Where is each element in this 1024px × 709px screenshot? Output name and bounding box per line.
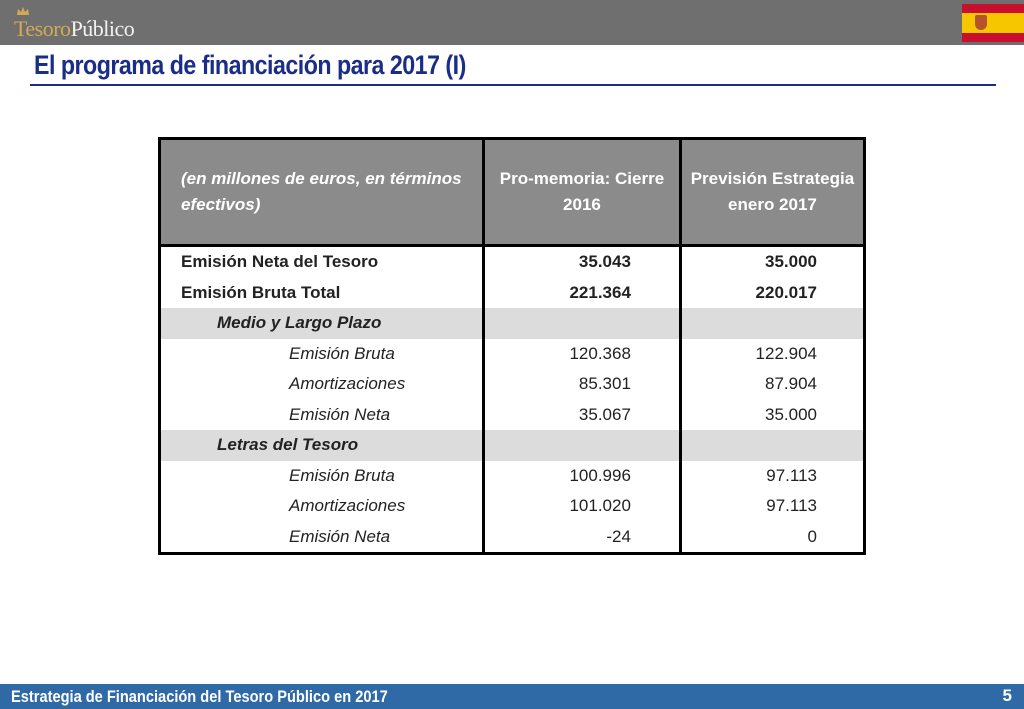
row-value-2017: 220.017 — [755, 282, 817, 302]
footer-bar: Estrategia de Financiación del Tesoro Pú… — [0, 684, 1024, 709]
slide-title: El programa de financiación para 2017 (I… — [34, 50, 466, 80]
table-row: Emisión Bruta 100.996 97.113 — [159, 460, 865, 491]
row-value-2017 — [680, 430, 865, 461]
table-header-row: (en millones de euros, en términos efect… — [159, 138, 865, 247]
table-row: Amortizaciones 85.301 87.904 — [159, 369, 865, 400]
row-value-2017: 0 — [807, 526, 817, 546]
header-prevision-2017: Previsión Estrategia enero 2017 — [680, 138, 865, 247]
row-value-2017: 122.904 — [755, 343, 817, 363]
row-value-2017: 97.113 — [766, 465, 817, 485]
section-label: Letras del Tesoro — [159, 430, 486, 461]
top-bar: Tesoro Público — [0, 0, 1024, 45]
row-label: Amortizaciones — [159, 491, 486, 522]
table-row: Emisión Bruta Total 221.364 220.017 — [159, 277, 865, 308]
row-label: Amortizaciones — [159, 369, 486, 400]
table-row-section: Medio y Largo Plazo — [159, 308, 865, 339]
row-label: Emisión Neta del Tesoro — [159, 245, 486, 278]
table-row: Amortizaciones 101.020 97.113 — [159, 491, 865, 522]
table-row-section: Letras del Tesoro — [159, 430, 865, 461]
row-value-2017: 97.113 — [766, 496, 817, 516]
row-label: Emisión Neta — [159, 399, 486, 430]
row-value-2016: -24 — [483, 521, 682, 554]
row-value-2016: 120.368 — [483, 338, 682, 369]
title-divider — [30, 84, 996, 86]
row-value-2016: 101.020 — [483, 491, 682, 522]
row-value-2016 — [483, 308, 682, 339]
footer-title: Estrategia de Financiación del Tesoro Pú… — [11, 687, 388, 706]
logo-text-publico: Público — [70, 16, 135, 41]
row-label: Emisión Bruta — [159, 338, 486, 369]
row-value-2016 — [483, 430, 682, 461]
row-value-2016: 35.067 — [483, 399, 682, 430]
table-row: Emisión Neta del Tesoro 35.043 35.000 — [159, 245, 865, 278]
row-value-2016: 100.996 — [483, 460, 682, 491]
row-value-2017: 35.000 — [765, 252, 817, 272]
row-value-2016: 85.301 — [483, 369, 682, 400]
header-cierre-2016: Pro-memoria: Cierre 2016 — [483, 138, 682, 247]
table-row: Emisión Bruta 120.368 122.904 — [159, 338, 865, 369]
header-units-label: (en millones de euros, en términos efect… — [159, 138, 486, 247]
row-value-2016: 35.043 — [483, 245, 682, 278]
row-value-2017: 35.000 — [765, 404, 817, 424]
row-label: Emisión Bruta Total — [159, 277, 486, 308]
crown-icon — [17, 7, 29, 15]
section-label: Medio y Largo Plazo — [159, 308, 486, 339]
row-value-2017: 87.904 — [765, 374, 817, 394]
spain-flag-icon — [962, 4, 1024, 42]
row-label: Emisión Bruta — [159, 460, 486, 491]
financing-table: (en millones de euros, en términos efect… — [158, 137, 866, 555]
table-row: Emisión Neta -24 0 — [159, 521, 865, 554]
row-label: Emisión Neta — [159, 521, 486, 554]
row-value-2017 — [680, 308, 865, 339]
logo-text-tesoro: Tesoro — [14, 16, 71, 41]
page-number: 5 — [1002, 686, 1012, 705]
tesoro-publico-logo: Tesoro Público — [14, 7, 135, 41]
row-value-2016: 221.364 — [483, 277, 682, 308]
table-row: Emisión Neta 35.067 35.000 — [159, 399, 865, 430]
